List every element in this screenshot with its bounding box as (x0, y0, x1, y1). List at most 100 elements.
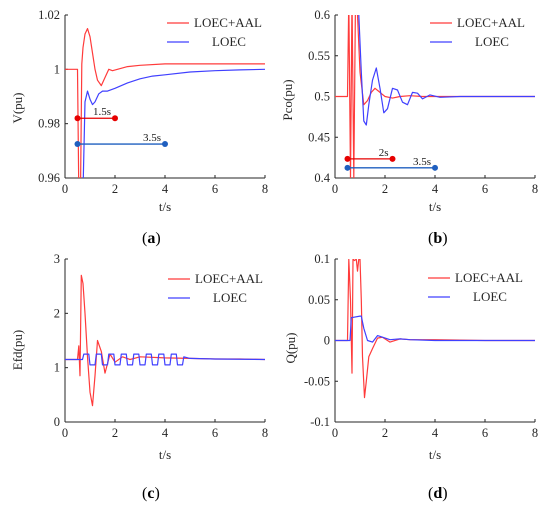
x-tick-label: 6 (212, 426, 218, 440)
x-tick-label: 6 (212, 182, 218, 196)
x-axis-label: t/s (429, 447, 441, 462)
series-group (335, 259, 535, 399)
annotation-dot (162, 141, 168, 148)
x-tick-label: 4 (432, 426, 439, 440)
y-tick-label: 3 (54, 252, 60, 266)
y-tick-label: 0 (324, 334, 330, 348)
annotation-dot (344, 164, 351, 171)
annotation-dot (74, 115, 81, 122)
x-tick-label: 4 (162, 182, 169, 196)
y-axis-label: Efd(pu) (10, 330, 25, 370)
y-tick-label: 2 (54, 306, 60, 320)
x-tick-label: 2 (112, 426, 118, 440)
panel-caption: (b) (428, 230, 448, 247)
y-tick-label: -0.05 (304, 374, 330, 388)
legend: LOEC+AAL LOEC (167, 15, 262, 49)
y-axis-label: Q(pu) (283, 332, 298, 363)
series-line-loec-aal (65, 28, 265, 178)
annotation-dot (389, 155, 396, 162)
caption-open: ( (428, 230, 433, 247)
y-tick-label: 0.5 (314, 90, 330, 104)
x-tick-label: 2 (382, 182, 388, 196)
caption-letter: c (147, 485, 154, 502)
x-tick-label: 2 (382, 426, 388, 440)
annotation-label: 2s (379, 147, 389, 159)
caption-letter: d (433, 485, 442, 502)
legend-label: LOEC (212, 34, 246, 49)
caption-letter: b (433, 230, 442, 247)
series-line-loec (65, 353, 265, 366)
series-line-loec (358, 15, 535, 126)
x-axis-label: t/s (159, 199, 171, 214)
annotation-dot (112, 115, 118, 122)
panel-b: 0 2 4 6 8 0.4 0.45 0.5 0.55 0.6 t/s Pco(pu) 2s 3.5s LO… (280, 8, 538, 247)
y-tick-label: 0.96 (38, 171, 60, 185)
panel-c: 0 2 4 6 8 0 1 2 3 t/s Efd(pu) LOEC+AAL LOEC (c) (10, 252, 268, 502)
x-tick-label: 4 (432, 182, 439, 196)
panel-caption: (a) (142, 230, 161, 247)
x-tick-label: 4 (162, 426, 169, 440)
panel-a: 0 2 4 6 8 0.96 0.98 1 1.02 t/s V(pu) 1.5s 3.5s LOEC+A… (10, 8, 268, 247)
panel-caption: (d) (428, 485, 448, 502)
y-tick-label: 0.05 (308, 293, 330, 307)
series-line-loec (82, 68, 265, 178)
y-tick-label: 0.98 (38, 117, 60, 131)
legend-label: LOEC+AAL (194, 15, 262, 30)
legend: LOEC+AAL LOEC (168, 271, 263, 305)
series-group (65, 28, 265, 178)
y-tick-label: 0 (54, 415, 60, 429)
panel-d: 0 2 4 6 8-0.1-0.0500.050.1t/sQ(pu)LOEC+AALLO… (283, 252, 538, 502)
series-line-loec-aal (65, 274, 265, 407)
series-group (65, 274, 265, 407)
panel-caption: (c) (142, 485, 160, 502)
y-tick-label: 1 (54, 361, 60, 375)
x-tick-label: 6 (482, 426, 488, 440)
caption-close: ) (154, 485, 159, 502)
y-axis-label: Pco(pu) (280, 79, 295, 120)
series-line-loec (335, 315, 535, 343)
x-tick-label: 0 (62, 426, 68, 440)
y-tick-label: -0.1 (310, 415, 330, 429)
x-tick-label: 2 (112, 182, 118, 196)
legend-label: LOEC+AAL (457, 15, 525, 30)
y-tick-label: 0.1 (314, 252, 330, 266)
x-tick-label: 8 (262, 426, 268, 440)
series-group (335, 15, 535, 178)
caption-letter: a (147, 230, 155, 247)
y-tick-label: 0.55 (308, 49, 330, 63)
x-tick-label: 0 (332, 182, 338, 196)
x-tick-label: 0 (62, 182, 68, 196)
y-tick-label: 0.45 (308, 130, 330, 144)
caption-open: ( (428, 485, 433, 502)
x-tick-label: 8 (262, 182, 268, 196)
annotation-dot (74, 141, 81, 148)
legend-label: LOEC (473, 289, 507, 304)
caption-close: ) (442, 485, 447, 502)
x-tick-label: 8 (532, 182, 538, 196)
annotation-dot (344, 155, 351, 162)
annotation-label: 3.5s (413, 156, 431, 168)
x-axis-label: t/s (159, 447, 171, 462)
y-tick-label: 1 (54, 62, 60, 76)
y-tick-label: 1.02 (38, 8, 60, 22)
annotation-label: 1.5s (93, 106, 111, 118)
x-tick-label: 8 (532, 426, 538, 440)
legend-label: LOEC (213, 290, 247, 305)
legend-label: LOEC+AAL (195, 271, 263, 286)
annotation-label: 3.5s (143, 132, 161, 144)
caption-close: ) (442, 230, 447, 247)
x-tick-label: 0 (332, 426, 338, 440)
caption-open: ( (142, 485, 147, 502)
legend-label: LOEC+AAL (455, 270, 523, 285)
annotation-dot (432, 164, 438, 171)
y-axis-label: V(pu) (10, 92, 25, 123)
x-tick-label: 6 (482, 182, 488, 196)
y-tick-label: 0.6 (314, 8, 330, 22)
legend-label: LOEC (475, 34, 509, 49)
caption-open: ( (142, 230, 147, 247)
legend: LOEC+AAL LOEC (430, 15, 525, 49)
y-tick-label: 0.4 (314, 171, 330, 185)
x-axis-label: t/s (429, 199, 441, 214)
legend: LOEC+AAL LOEC (428, 270, 523, 304)
